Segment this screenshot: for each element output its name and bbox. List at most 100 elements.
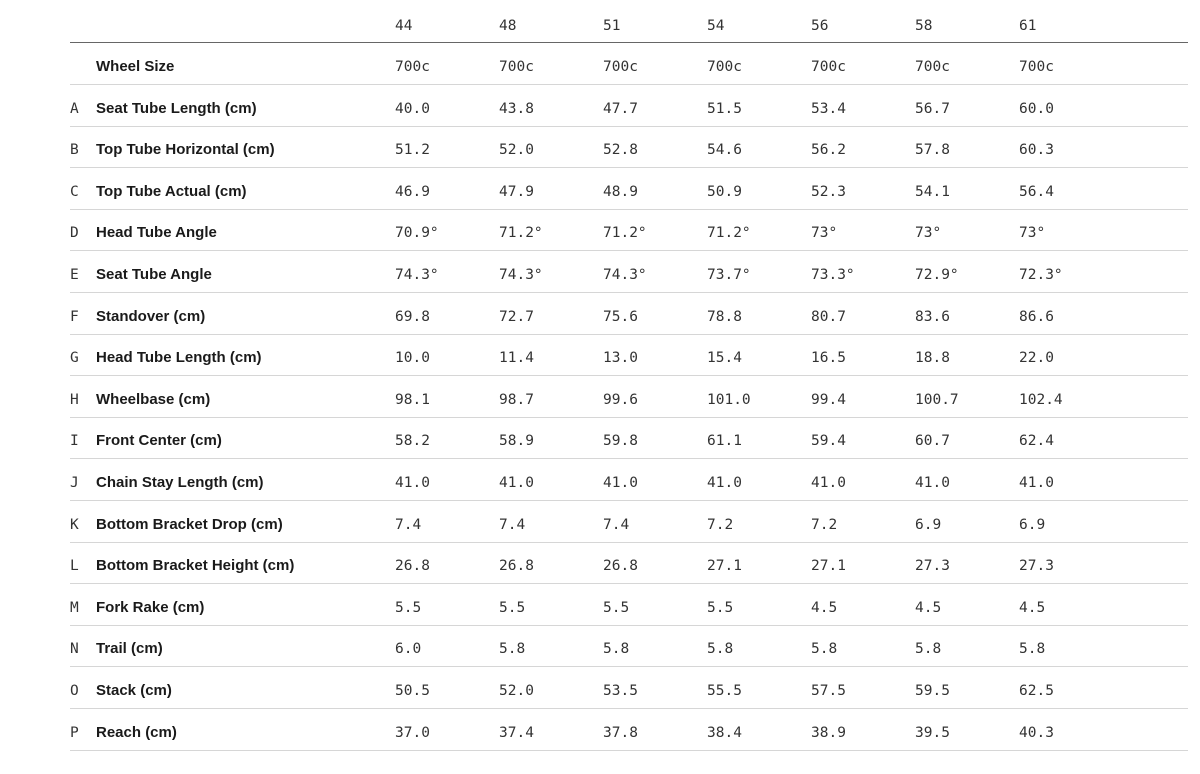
- value-cell: 74.3°: [603, 267, 647, 283]
- value-cell: 52.8: [603, 142, 638, 159]
- value-cell: 62.4: [1019, 433, 1054, 450]
- value-cell: 26.8: [603, 558, 638, 575]
- row-rule: [70, 250, 1188, 252]
- row-rule: [70, 458, 1188, 460]
- value-cell: 98.1: [395, 391, 430, 408]
- row-label: Trail (cm): [96, 640, 163, 658]
- value-cell: 40.3: [1019, 724, 1054, 741]
- value-cell: 700c: [707, 59, 742, 75]
- header-rule: [70, 42, 1188, 43]
- value-cell: 47.7: [603, 100, 638, 117]
- value-cell: 102.4: [1019, 391, 1063, 408]
- row-letter: A: [70, 100, 79, 117]
- value-cell: 98.7: [499, 391, 534, 408]
- value-cell: 60.0: [1019, 100, 1054, 117]
- row-letter: J: [70, 475, 79, 491]
- value-cell: 73.3°: [811, 267, 855, 283]
- value-cell: 73°: [811, 225, 838, 242]
- value-cell: 5.8: [603, 641, 630, 658]
- value-cell: 43.8: [499, 100, 534, 117]
- value-cell: 72.9°: [915, 267, 959, 283]
- value-cell: 7.4: [395, 516, 422, 533]
- value-cell: 26.8: [499, 558, 534, 575]
- value-cell: 7.2: [707, 516, 734, 533]
- value-cell: 41.0: [395, 475, 430, 491]
- row-label: Top Tube Actual (cm): [96, 182, 247, 200]
- value-cell: 59.4: [811, 433, 846, 450]
- value-cell: 700c: [603, 59, 638, 75]
- value-cell: 41.0: [915, 475, 950, 491]
- row-letter: G: [70, 350, 79, 367]
- value-cell: 7.4: [499, 516, 526, 533]
- value-cell: 99.4: [811, 391, 846, 408]
- value-cell: 100.7: [915, 391, 959, 408]
- value-cell: 74.3°: [499, 267, 543, 283]
- row-rule: [70, 208, 1188, 210]
- value-cell: 5.8: [499, 641, 526, 658]
- row-rule: [70, 125, 1188, 127]
- row-rule: [70, 624, 1188, 626]
- value-cell: 62.5: [1019, 683, 1054, 699]
- row-label: Front Center (cm): [96, 432, 222, 450]
- value-cell: 15.4: [707, 350, 742, 367]
- value-cell: 57.5: [811, 683, 846, 699]
- value-cell: 78.8: [707, 308, 742, 325]
- value-cell: 41.0: [811, 475, 846, 491]
- value-cell: 27.1: [707, 558, 742, 575]
- row-letter: K: [70, 516, 79, 533]
- value-cell: 60.7: [915, 433, 950, 450]
- value-cell: 86.6: [1019, 308, 1054, 325]
- value-cell: 54.1: [915, 183, 950, 200]
- value-cell: 13.0: [603, 350, 638, 367]
- row-label: Seat Tube Length (cm): [96, 99, 257, 117]
- row-rule: [70, 375, 1188, 377]
- value-cell: 700c: [915, 59, 950, 75]
- size-header: 56: [811, 18, 829, 34]
- value-cell: 58.9: [499, 433, 534, 450]
- value-cell: 73.7°: [707, 267, 751, 283]
- row-letter: B: [70, 142, 79, 159]
- value-cell: 6.0: [395, 641, 422, 658]
- value-cell: 5.5: [707, 599, 734, 616]
- value-cell: 80.7: [811, 308, 846, 325]
- value-cell: 72.3°: [1019, 267, 1063, 283]
- value-cell: 7.4: [603, 516, 630, 533]
- value-cell: 71.2°: [707, 225, 751, 242]
- value-cell: 5.5: [395, 599, 422, 616]
- size-header: 48: [499, 18, 517, 34]
- value-cell: 99.6: [603, 391, 638, 408]
- row-letter: E: [70, 267, 79, 283]
- value-cell: 5.8: [707, 641, 734, 658]
- value-cell: 50.9: [707, 183, 742, 200]
- value-cell: 39.5: [915, 724, 950, 741]
- row-rule: [70, 292, 1188, 293]
- row-letter: P: [70, 724, 79, 741]
- row-rule: [70, 416, 1188, 418]
- value-cell: 71.2°: [499, 225, 543, 242]
- value-cell: 75.6: [603, 308, 638, 325]
- value-cell: 26.8: [395, 558, 430, 575]
- value-cell: 74.3°: [395, 267, 439, 283]
- row-label: Wheel Size: [96, 58, 175, 75]
- size-header: 54: [707, 18, 725, 34]
- value-cell: 27.1: [811, 558, 846, 575]
- value-cell: 38.4: [707, 724, 742, 741]
- value-cell: 51.2: [395, 142, 430, 159]
- row-rule: [70, 500, 1188, 501]
- value-cell: 101.0: [707, 391, 751, 408]
- row-letter: H: [70, 391, 79, 408]
- value-cell: 27.3: [1019, 558, 1054, 575]
- row-rule: [70, 541, 1188, 543]
- value-cell: 59.5: [915, 683, 950, 699]
- row-rule: [70, 84, 1188, 85]
- value-cell: 41.0: [707, 475, 742, 491]
- value-cell: 5.5: [499, 599, 526, 616]
- row-letter: F: [70, 308, 79, 325]
- value-cell: 5.8: [915, 641, 942, 658]
- size-header: 44: [395, 18, 413, 34]
- row-rule: [70, 749, 1188, 751]
- value-cell: 41.0: [1019, 475, 1054, 491]
- row-rule: [70, 333, 1188, 335]
- value-cell: 7.2: [811, 516, 838, 533]
- value-cell: 61.1: [707, 433, 742, 450]
